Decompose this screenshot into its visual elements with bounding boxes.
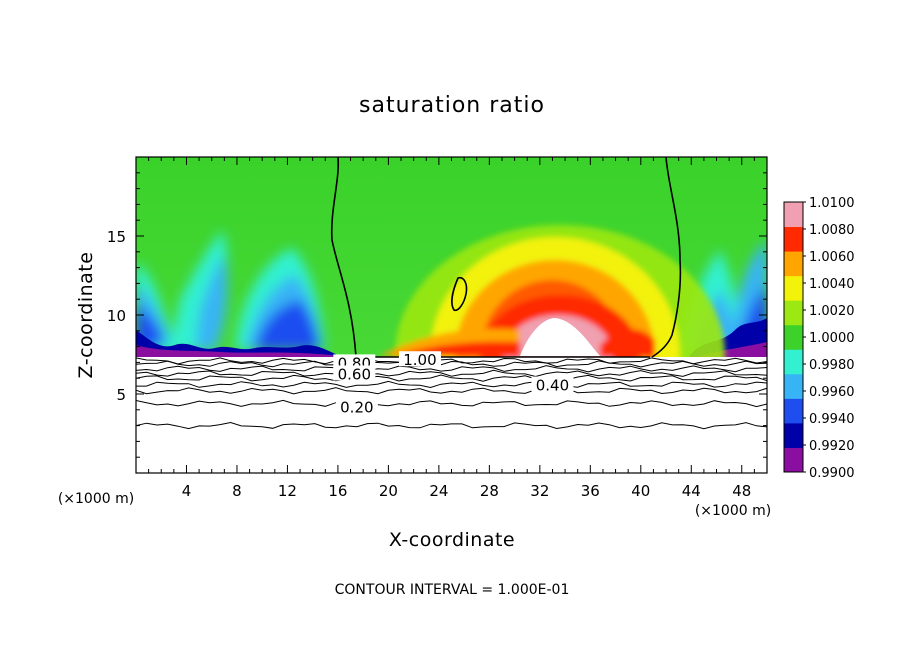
x-unit-right: (×1000 m) [695,503,771,519]
x-tick-label: 16 [328,482,347,500]
contour-label-bg [333,365,376,381]
x-tick-label: 4 [182,482,192,500]
colorbar-swatch [784,349,803,375]
contour-line [136,387,767,395]
x-tick-label: 48 [732,482,751,500]
colorbar-label: 0.9920 [809,439,855,454]
x-axis-label: X-coordinate [389,529,515,551]
contour-label: 0.40 [536,377,569,395]
contour-line [136,380,767,389]
colorbar-swatch [784,422,803,448]
y-tick-label: 10 [107,307,126,325]
colorbar-label: 1.0020 [809,304,855,319]
contour-label: 0.60 [338,365,371,383]
colorbar-label: 0.9900 [809,466,855,481]
contour-line [136,369,767,378]
x-tick-label: 24 [429,482,448,500]
contour-lines [136,357,767,430]
colorbar-swatch [784,398,803,424]
contour-line [136,421,767,430]
colorbar-label: 1.0100 [809,196,855,211]
x-tick-label: 44 [682,482,701,500]
colorbar-label: 1.0060 [809,250,855,265]
colorbar-label: 0.9960 [809,385,855,400]
x-tick-label: 28 [480,482,499,500]
contour-line [136,374,767,382]
contour-interval-note: CONTOUR INTERVAL = 1.000E-01 [335,582,570,598]
contour-label-bg [531,376,574,392]
contour-label-bg [398,351,441,367]
colorbar: 1.0100 1.0080 1.0060 1.0040 1.0020 1.0000 0.99… [783,196,855,481]
colorbar-swatch [784,300,803,326]
colorbar-label: 1.0000 [809,331,855,346]
x-tick-label: 20 [379,482,398,500]
contour-line [136,399,767,408]
contour-labels: 0.80 1.000.600.400.20 [333,351,574,417]
x-tick-label: 36 [581,482,600,500]
colorbar-swatch [784,251,803,277]
x-tick-label: 8 [232,482,242,500]
colorbar-swatch [784,324,803,350]
colorbar-swatch [784,275,803,301]
contour-label: 0.20 [340,399,373,417]
y-tick-label: 15 [107,228,126,246]
colorbar-label: 0.9980 [809,358,855,373]
colorbar-label: 1.0080 [809,223,855,238]
y-axis-label: Z-coordinate [75,252,97,379]
x-tick-label: 32 [530,482,549,500]
saturation-field [136,157,767,473]
contour-line [136,360,767,368]
colorbar-swatch [784,447,803,473]
colorbar-label: 0.9940 [809,412,855,427]
contour-label-bg [335,398,378,414]
contour-label: 1.00 [403,351,436,369]
y-tick-label: 5 [116,386,126,404]
contour-line [136,365,767,373]
chart-title: saturation ratio [359,93,545,118]
contour-line [136,357,767,365]
colorbar-swatch [784,373,803,399]
colorbar-label: 1.0040 [809,277,855,292]
x-tick-label: 40 [631,482,650,500]
y-axis: 5 10 15 [107,172,767,458]
x-axis: 4 8 12 16 20 24 28 32 36 40 44 48 [148,157,755,500]
colorbar-swatch [784,202,803,228]
colorbar-swatch [784,226,803,252]
x-unit-left: (×1000 m) [58,491,134,507]
x-tick-label: 12 [278,482,297,500]
